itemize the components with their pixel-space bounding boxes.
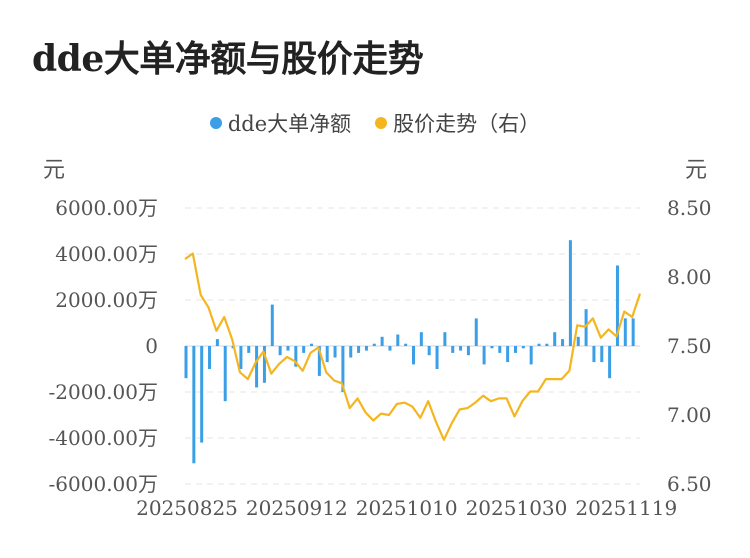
x-tick-label: 20250825 bbox=[136, 496, 238, 520]
legend-item-price[interactable]: 股价走势（右） bbox=[375, 108, 540, 138]
y-left-tick-label: -2000.00万 bbox=[49, 380, 158, 404]
bar bbox=[294, 346, 298, 367]
x-tick-label: 20251010 bbox=[356, 496, 458, 520]
bar bbox=[184, 346, 188, 379]
bar bbox=[372, 343, 376, 346]
bar bbox=[364, 346, 368, 351]
bar bbox=[474, 318, 478, 346]
bar bbox=[537, 343, 541, 346]
x-tick-label: 20251030 bbox=[466, 496, 568, 520]
bar bbox=[427, 346, 431, 356]
y-right-tick-label: 7.50 bbox=[667, 334, 712, 358]
price-line bbox=[184, 252, 642, 441]
bar bbox=[459, 346, 463, 351]
bar bbox=[333, 346, 337, 358]
legend-label-price: 股价走势（右） bbox=[393, 112, 541, 136]
y-left-unit-label: 元 bbox=[43, 158, 65, 183]
legend-dot-icon bbox=[375, 117, 388, 129]
chart-legend: dde大单净额 股价走势（右） bbox=[0, 108, 750, 138]
bar bbox=[623, 318, 627, 346]
legend-dot-icon bbox=[209, 117, 222, 129]
y-left-tick-label: -4000.00万 bbox=[49, 426, 158, 450]
bar bbox=[561, 339, 565, 346]
bar bbox=[192, 346, 196, 464]
bar bbox=[404, 343, 408, 346]
bar bbox=[278, 346, 282, 356]
bar bbox=[592, 346, 596, 363]
bar bbox=[568, 240, 572, 346]
bar bbox=[388, 346, 392, 351]
bar bbox=[262, 346, 266, 383]
y-right-tick-label: 7.00 bbox=[667, 403, 712, 427]
bar bbox=[451, 346, 455, 353]
bar bbox=[380, 336, 384, 346]
bar bbox=[435, 346, 439, 369]
bar bbox=[341, 346, 345, 392]
legend-item-dde[interactable]: dde大单净额 bbox=[209, 108, 352, 138]
y-left-tick-label: 6000.00万 bbox=[55, 196, 158, 220]
x-tick-label: 20251119 bbox=[575, 496, 677, 520]
bar bbox=[506, 346, 510, 363]
y-right-tick-label: 8.00 bbox=[667, 265, 712, 289]
bar bbox=[600, 346, 604, 363]
y-left-tick-label: 0 bbox=[145, 334, 158, 358]
x-tick-label: 20250912 bbox=[246, 496, 348, 520]
legend-label-dde: dde大单净额 bbox=[227, 112, 352, 136]
y-left-tick-label: 2000.00万 bbox=[55, 288, 158, 312]
bar bbox=[270, 304, 274, 346]
bar bbox=[200, 346, 204, 443]
y-left-tick-label: -6000.00万 bbox=[49, 472, 158, 496]
y-right-tick-label: 6.50 bbox=[667, 472, 712, 496]
bar bbox=[325, 346, 329, 363]
bar bbox=[247, 346, 251, 353]
bar bbox=[615, 265, 619, 346]
bar bbox=[208, 346, 212, 369]
bar bbox=[239, 346, 243, 369]
bar bbox=[529, 346, 533, 365]
axis-labels: 6000.00万 4000.00万 2000.00万 0 -2000.00万 -4000.… bbox=[43, 158, 712, 520]
bar-series bbox=[184, 240, 635, 464]
bar bbox=[576, 336, 580, 346]
bar bbox=[608, 346, 612, 379]
bar bbox=[223, 346, 227, 402]
bar bbox=[310, 343, 314, 346]
bar bbox=[419, 332, 423, 346]
y-right-tick-label: 8.50 bbox=[667, 196, 712, 220]
bar bbox=[396, 334, 400, 346]
bar bbox=[443, 332, 447, 346]
bar bbox=[317, 346, 321, 376]
bar bbox=[357, 346, 361, 353]
bar bbox=[466, 346, 470, 356]
bar bbox=[302, 346, 306, 353]
line-series bbox=[184, 252, 642, 441]
bar bbox=[545, 343, 549, 346]
bar bbox=[412, 346, 415, 365]
page-title: dde大单净额与股价走势 bbox=[32, 38, 424, 80]
bar bbox=[215, 339, 219, 346]
bar bbox=[482, 346, 486, 365]
bar bbox=[513, 346, 517, 353]
bar bbox=[255, 346, 259, 388]
bar bbox=[584, 309, 588, 346]
bar bbox=[349, 346, 353, 358]
y-right-unit-label: 元 bbox=[685, 158, 707, 183]
bar bbox=[286, 346, 290, 351]
y-left-tick-label: 4000.00万 bbox=[55, 242, 158, 266]
bar bbox=[521, 346, 525, 349]
bar bbox=[490, 346, 494, 349]
bar bbox=[553, 332, 557, 346]
bar bbox=[498, 346, 502, 353]
bar bbox=[631, 318, 635, 346]
